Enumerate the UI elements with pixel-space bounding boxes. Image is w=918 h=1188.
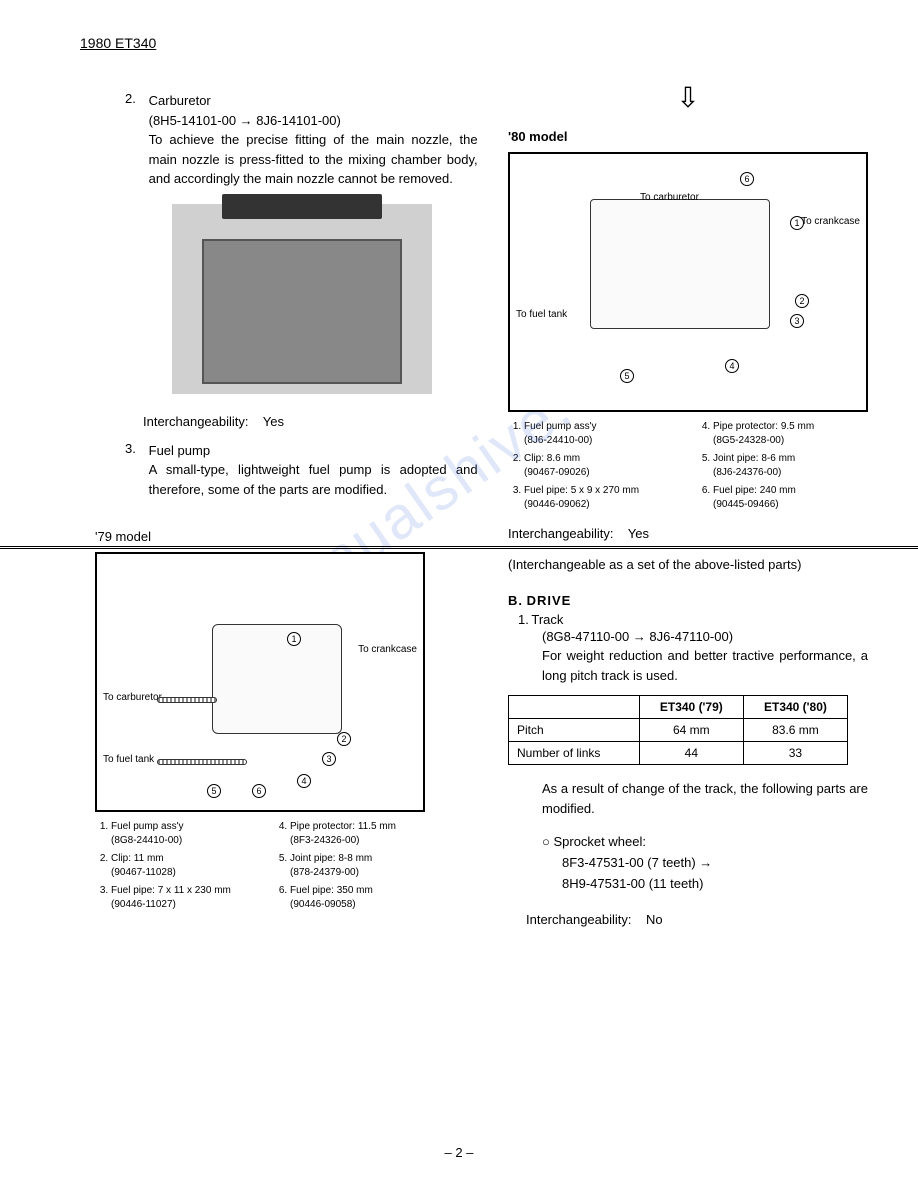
list-item: Pipe protector: 11.5 mm(8F3-24326-00) [290, 820, 435, 848]
interchange-note: (Interchangeable as a set of the above-l… [508, 555, 868, 575]
diagram-80: To carburetor To crankcase To fuel tank … [508, 152, 868, 412]
interchange-value: Yes [263, 414, 284, 429]
sprocket-line: 8F3-47531-00 (7 teeth) → [542, 853, 868, 874]
label-crankcase: To crankcase [358, 644, 417, 655]
list-item: Fuel pump ass'y(8G8-24410-00) [111, 820, 256, 848]
interchange-drive: Interchangeability: No [526, 912, 868, 927]
section-number: 2. [125, 91, 145, 106]
list-item: Pipe protector: 9.5 mm(8G5-24328-00) [713, 420, 868, 448]
parts-change: (8H5-14101-00 → 8J6-14101-00) [149, 113, 341, 128]
col-header: ET340 ('79) [639, 696, 743, 719]
section-fuelpump: 3. Fuel pump A small-type, lightweight f… [125, 441, 478, 500]
result-text: As a result of change of the track, the … [508, 779, 868, 818]
section-body: Carburetor (8H5-14101-00 → 8J6-14101-00)… [149, 91, 478, 189]
section-body: Fuel pump A small-type, lightweight fuel… [149, 441, 478, 500]
horizontal-rule [0, 546, 918, 549]
section-text: To achieve the precise fitting of the ma… [149, 132, 478, 186]
label-carburetor: To carburetor [103, 692, 162, 703]
list-item: Fuel pump ass'y(8J6-24410-00) [524, 420, 679, 448]
label-crankcase: To crankcase [801, 216, 860, 227]
cell: 44 [639, 742, 743, 765]
row-label: Number of links [509, 742, 640, 765]
drive-text: For weight reduction and better tractive… [542, 648, 868, 683]
model79-label: '79 model [95, 529, 478, 544]
parts-list-79: Fuel pump ass'y(8G8-24410-00) Clip: 11 m… [95, 820, 435, 916]
header-model: 1980 ET340 [80, 35, 868, 51]
section-title: DRIVE [527, 593, 572, 608]
interchange-label: Interchangeability: [143, 414, 249, 429]
section-letter: B. [508, 593, 523, 608]
section-drive: B. DRIVE 1. Track (8G8-47110-00 → 8J6-47… [508, 593, 868, 928]
section-carburetor: 2. Carburetor (8H5-14101-00 → 8J6-14101-… [125, 91, 478, 189]
col-header: ET340 ('80) [743, 696, 847, 719]
section-text: A small-type, lightweight fuel pump is a… [149, 462, 478, 497]
cell: 83.6 mm [743, 719, 847, 742]
interchange-80: Interchangeability: Yes [508, 526, 868, 541]
sprocket-line: 8H9-47531-00 (11 teeth) [542, 874, 868, 895]
diagram-79: To crankcase To carburetor To fuel tank … [95, 552, 425, 812]
section-title: Carburetor [149, 93, 211, 108]
section-number: 3. [125, 441, 145, 456]
carburetor-photo [172, 204, 432, 394]
arrow-down-icon: ⇩ [508, 81, 868, 114]
list-item: Clip: 8.6 mm(90467-09026) [524, 452, 679, 480]
table-row: Number of links 44 33 [509, 742, 848, 765]
parts-change: (8G8-47110-00 → 8J6-47110-00) [542, 629, 733, 644]
sprocket-label: Sprocket wheel: [542, 832, 868, 853]
parts-list-80: Fuel pump ass'y(8J6-24410-00) Clip: 8.6 … [508, 420, 868, 516]
list-item: Fuel pipe: 350 mm(90446-09058) [290, 884, 435, 912]
table-row: ET340 ('79) ET340 ('80) [509, 696, 848, 719]
table-row: Pitch 64 mm 83.6 mm [509, 719, 848, 742]
section-title: Fuel pump [149, 443, 210, 458]
list-item: Fuel pipe: 7 x 11 x 230 mm(90446-11027) [111, 884, 256, 912]
interchange-carburetor: Interchangeability: Yes [143, 414, 478, 429]
cell: 33 [743, 742, 847, 765]
item-title: Track [531, 612, 563, 627]
row-label: Pitch [509, 719, 640, 742]
label-carburetor: To carburetor [640, 192, 699, 203]
page-number: – 2 – [0, 1145, 918, 1160]
spec-table: ET340 ('79) ET340 ('80) Pitch 64 mm 83.6… [508, 695, 848, 765]
model80-label: '80 model [508, 129, 868, 144]
interchange-value: No [646, 912, 663, 927]
list-item: Fuel pipe: 5 x 9 x 270 mm(90446-09062) [524, 484, 679, 512]
list-item: Joint pipe: 8-6 mm(8J6-24376-00) [713, 452, 868, 480]
page-columns: 2. Carburetor (8H5-14101-00 → 8J6-14101-… [50, 91, 868, 939]
interchange-value: Yes [628, 526, 649, 541]
list-item: Clip: 11 mm(90467-11028) [111, 852, 256, 880]
label-fueltank: To fuel tank [516, 309, 567, 320]
interchange-label: Interchangeability: [526, 912, 632, 927]
list-item: Fuel pipe: 240 mm(90445-09466) [713, 484, 868, 512]
right-column: ⇩ '80 model To carburetor To crankcase T… [508, 91, 868, 939]
interchange-label: Interchangeability: [508, 526, 614, 541]
label-fueltank: To fuel tank [103, 754, 154, 765]
left-column: 2. Carburetor (8H5-14101-00 → 8J6-14101-… [50, 91, 478, 939]
cell: 64 mm [639, 719, 743, 742]
list-item: Joint pipe: 8-8 mm(878-24379-00) [290, 852, 435, 880]
item-number: 1. [508, 612, 528, 627]
